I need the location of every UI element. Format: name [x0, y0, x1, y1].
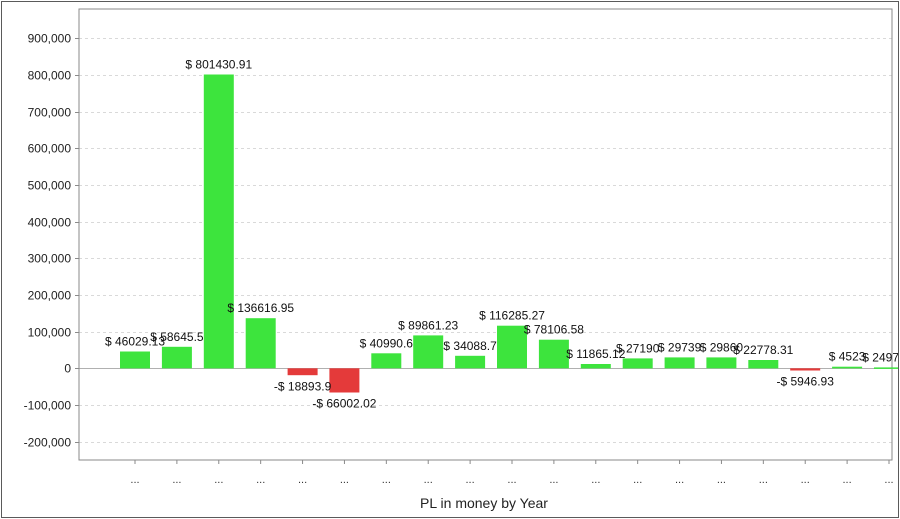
bar	[120, 351, 150, 369]
data-label: $ 78106.58	[524, 323, 584, 337]
data-label: $ 11865.12	[566, 347, 625, 361]
category-label: ...	[884, 474, 893, 486]
bar	[161, 346, 192, 369]
data-label: $ 801430.91	[185, 58, 252, 72]
bar	[622, 358, 653, 369]
category-label: ...	[759, 474, 768, 486]
y-tick-label: 200,000	[28, 289, 72, 303]
bar	[455, 355, 486, 369]
bar	[203, 74, 234, 369]
y-tick-label: 900,000	[28, 32, 72, 46]
data-label: -$ 18893.9	[274, 379, 332, 393]
category-label: ...	[214, 474, 223, 486]
data-label: $ 22778.31	[733, 343, 793, 357]
data-label: -$ 5946.93	[777, 375, 835, 389]
category-label: ...	[843, 474, 852, 486]
bar	[580, 364, 611, 369]
data-label: $ 4523	[829, 350, 866, 364]
data-label: $ 58645.5	[150, 330, 204, 344]
y-tick-label: 500,000	[28, 179, 72, 193]
plot-area	[78, 8, 893, 461]
grid-lines	[79, 38, 892, 443]
bar	[329, 368, 360, 393]
category-label: ...	[466, 474, 475, 486]
category-label: ...	[549, 474, 558, 486]
bar	[664, 357, 695, 369]
bar	[287, 368, 318, 376]
data-label: $ 40990.6	[360, 336, 414, 350]
bar	[790, 368, 821, 371]
data-label: -$ 66002.02	[312, 397, 376, 411]
y-tick-label: 800,000	[28, 69, 72, 83]
y-tick-label: 400,000	[28, 216, 72, 230]
y-tick-label: 300,000	[28, 252, 72, 266]
bar	[748, 360, 779, 369]
data-label: $ 34088.7	[443, 339, 497, 353]
category-label: ...	[591, 474, 600, 486]
category-label: ...	[633, 474, 642, 486]
category-label: ...	[172, 474, 181, 486]
data-label: $ 2497.37	[862, 350, 898, 364]
bar	[832, 366, 863, 369]
category-label: ...	[130, 474, 139, 486]
data-label: $ 89861.23	[398, 318, 458, 332]
category-label: ...	[675, 474, 684, 486]
y-tick-label: 600,000	[28, 142, 72, 156]
bars	[120, 74, 898, 393]
data-label: $ 27190	[616, 341, 660, 355]
data-labels: $ 46029.13$ 58645.5 $ 801430.91 $ 136616.9…	[105, 58, 898, 411]
data-label: $ 29860	[700, 340, 744, 354]
y-tick-label: -100,000	[24, 399, 72, 413]
bar	[245, 318, 276, 369]
data-label: $ 116285.27	[479, 309, 545, 323]
bar	[371, 353, 402, 369]
category-label: ...	[382, 474, 391, 486]
y-tick-label: 0	[64, 362, 71, 376]
category-label: ...	[801, 474, 810, 486]
bar	[706, 357, 737, 369]
data-label: $ 46029.13	[105, 335, 165, 349]
category-label: ...	[717, 474, 726, 486]
bar	[874, 367, 898, 369]
bar	[497, 325, 527, 369]
category-labels: ........................................…	[130, 474, 893, 486]
y-tick-label: 100,000	[28, 326, 72, 340]
category-label: ...	[507, 474, 516, 486]
category-label: ...	[256, 474, 265, 486]
x-axis-title: PL in money by Year	[420, 495, 548, 511]
category-label: ...	[424, 474, 433, 486]
data-label: $ 29739	[658, 340, 702, 354]
data-label: $ 136616.95	[227, 301, 294, 315]
bar	[538, 339, 569, 369]
bar	[413, 335, 444, 369]
axes: 900,000 800,000 700,000 600,000 500,000 400,0…	[24, 8, 893, 464]
category-label: ...	[298, 474, 307, 486]
category-label: ...	[340, 474, 349, 486]
y-tick-label: 700,000	[28, 106, 72, 120]
y-tick-label: -200,000	[24, 436, 72, 450]
